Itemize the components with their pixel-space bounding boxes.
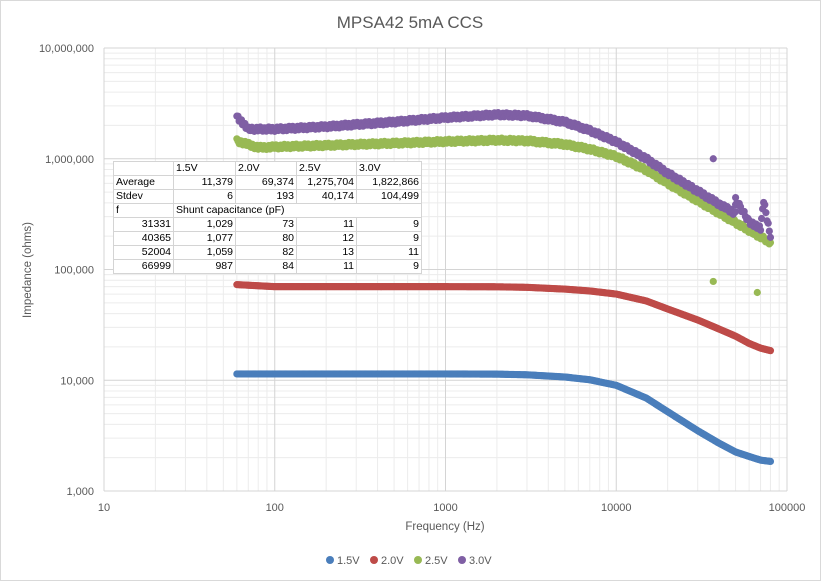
data-point	[764, 219, 772, 227]
table-cell: 40365	[113, 231, 174, 246]
table-cell: 6	[173, 189, 236, 204]
series-2.5V	[233, 134, 775, 297]
table-cell: 11	[356, 245, 422, 260]
legend-label: 2.5V	[425, 555, 448, 567]
table-cell: 40,174	[296, 189, 357, 204]
table-cell: 104,499	[356, 189, 422, 204]
table-cell: 31331	[113, 217, 174, 232]
table-cell: 11,379	[173, 175, 236, 190]
x-axis-ticks: 10 100 1000 10000 100000	[98, 502, 805, 514]
data-point	[766, 238, 775, 247]
x-tick-label: 10	[98, 502, 110, 514]
data-point	[766, 457, 775, 466]
table-cell: f	[113, 203, 174, 218]
x-tick-label: 100000	[769, 502, 806, 514]
table-cell	[113, 161, 174, 176]
outlier-point	[709, 155, 717, 163]
table-section-header: f Shunt capacitance (pF)	[113, 203, 422, 218]
table-cell: 52004	[113, 245, 174, 260]
y-tick-label: 1,000,000	[45, 154, 94, 166]
table-row: 31331 1,029 73 11 9	[113, 217, 422, 232]
table-cell: Stdev	[113, 189, 174, 204]
y-tick-label: 1,000	[66, 486, 94, 498]
data-point	[757, 214, 766, 223]
series-1.5V	[233, 370, 775, 466]
data-point	[766, 233, 775, 241]
table-row: 40365 1,077 80 12 9	[113, 231, 422, 246]
y-axis-label: Impedance (ohms)	[22, 222, 34, 318]
x-tick-label: 100	[266, 502, 284, 514]
legend-marker	[414, 556, 422, 564]
y-tick-label: 100,000	[54, 265, 94, 277]
x-axis-label: Frequency (Hz)	[405, 521, 484, 533]
table-cell: 1,029	[173, 217, 236, 232]
table-cell: 11	[296, 217, 357, 232]
table-cell: 193	[235, 189, 297, 204]
table-cell: 66999	[113, 259, 174, 274]
table-cell: 11	[296, 259, 357, 274]
table-cell: 1,275,704	[296, 175, 357, 190]
data-point	[731, 208, 740, 216]
table-cell: 84	[235, 259, 297, 274]
data-point	[761, 201, 769, 209]
chart-title: MPSA42 5mA CCS	[337, 13, 483, 32]
table-cell: 1,059	[173, 245, 236, 260]
table-cell: 9	[356, 217, 422, 232]
outlier-point	[756, 232, 765, 240]
series-2.0V	[233, 281, 775, 355]
legend: 1.5V 2.0V 2.5V 3.0V	[326, 555, 492, 567]
table-cell: 1.5V	[173, 161, 236, 176]
y-axis-ticks: 1,000 10,000 100,000 1,000,000 10,000,000	[39, 43, 94, 498]
x-tick-label: 1000	[433, 502, 457, 514]
table-cell: 69,374	[235, 175, 297, 190]
table-row: 66999 987 84 11 9	[113, 259, 422, 274]
table-cell: 82	[235, 245, 297, 260]
series-3.0V	[233, 109, 775, 241]
data-point	[762, 209, 770, 217]
y-tick-label: 10,000,000	[39, 43, 94, 55]
data-point	[731, 193, 740, 202]
data-point	[766, 347, 775, 355]
table-cell: 13	[296, 245, 357, 260]
outlier-point	[753, 288, 761, 297]
data-point	[756, 226, 765, 234]
legend-label: 3.0V	[469, 555, 492, 567]
series-layer	[233, 109, 775, 466]
table-cell: 2.5V	[296, 161, 357, 176]
outlier-point	[715, 209, 723, 218]
table-row: Average 11,379 69,374 1,275,704 1,822,866	[113, 175, 422, 190]
x-tick-label: 10000	[601, 502, 632, 514]
table-cell: Shunt capacitance (pF)	[173, 203, 422, 218]
table-cell: 73	[235, 217, 297, 232]
data-table: 1.5V 2.0V 2.5V 3.0V Average 11,379 69,374 1,275…	[113, 161, 422, 274]
outlier-point	[694, 196, 702, 205]
legend-marker	[326, 556, 334, 564]
outlier-point	[709, 277, 717, 286]
table-cell: 80	[235, 231, 297, 246]
table-row: 1.5V 2.0V 2.5V 3.0V	[113, 161, 422, 176]
table-cell: Average	[113, 175, 174, 190]
legend-marker	[458, 556, 466, 564]
legend-label: 1.5V	[337, 555, 360, 567]
table-cell: 12	[296, 231, 357, 246]
legend-marker	[370, 556, 378, 564]
table-cell: 2.0V	[235, 161, 297, 176]
legend-label: 2.0V	[381, 555, 404, 567]
table-cell: 9	[356, 231, 422, 246]
table-cell: 1,822,866	[356, 175, 422, 190]
table-cell: 9	[356, 259, 422, 274]
table-row: Stdev 6 193 40,174 104,499	[113, 189, 422, 204]
table-row: 52004 1,059 82 13 11	[113, 245, 422, 260]
table-cell: 3.0V	[356, 161, 422, 176]
table-cell: 987	[173, 259, 236, 274]
data-point	[765, 227, 773, 235]
table-cell: 1,077	[173, 231, 236, 246]
y-tick-label: 10,000	[60, 375, 94, 387]
